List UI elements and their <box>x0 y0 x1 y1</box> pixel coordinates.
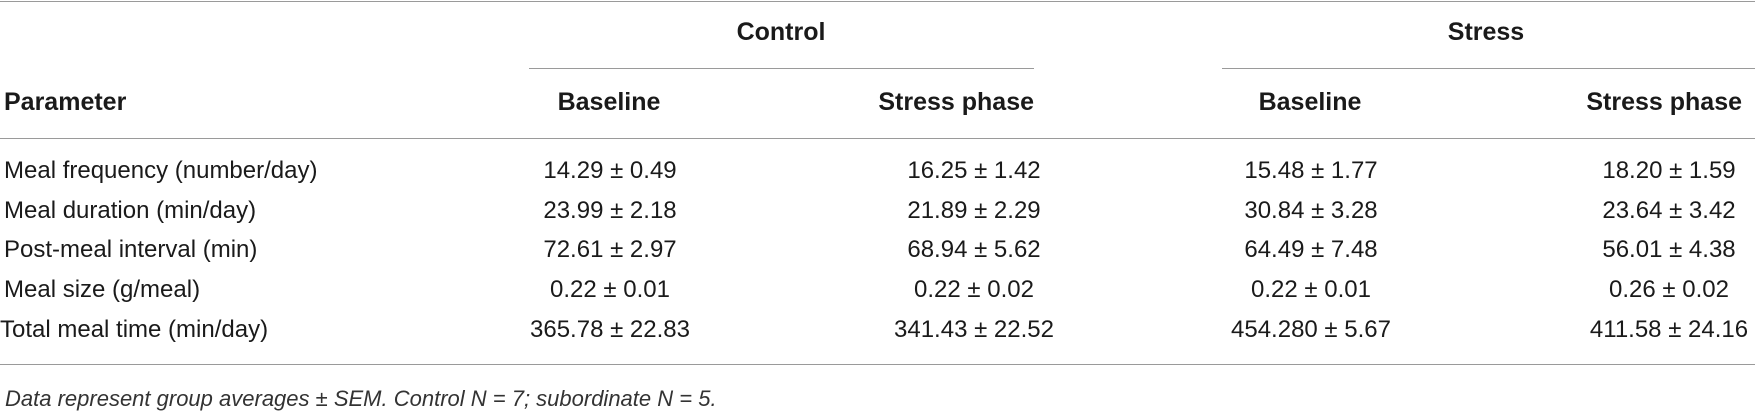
row-2-parameter: Meal duration (min/day) <box>4 197 257 224</box>
row-1-parameter: Meal frequency (number/day) <box>4 157 318 184</box>
row-2-stress-stress-phase: 23.64 ± 3.42 <box>1602 197 1736 224</box>
row-4-stress-baseline: 0.22 ± 0.01 <box>1251 276 1371 303</box>
control-group-rule <box>529 68 1034 69</box>
row-4-parameter: Meal size (g/meal) <box>4 276 201 303</box>
column-header-control-stress-phase: Stress phase <box>878 88 1034 116</box>
group-header-control: Control <box>736 18 826 46</box>
row-3-control-baseline: 72.61 ± 2.97 <box>543 236 677 263</box>
row-5-control-baseline: 365.78 ± 22.83 <box>530 316 690 343</box>
column-header-parameter: Parameter <box>4 88 127 116</box>
row-4-stress-stress-phase: 0.26 ± 0.02 <box>1609 276 1729 303</box>
row-3-stress-stress-phase: 56.01 ± 4.38 <box>1602 236 1736 263</box>
row-1-control-stress-phase: 16.25 ± 1.42 <box>907 157 1041 184</box>
row-4-control-stress-phase: 0.22 ± 0.02 <box>914 276 1034 303</box>
row-4-control-baseline: 0.22 ± 0.01 <box>550 276 670 303</box>
row-2-control-stress-phase: 21.89 ± 2.29 <box>907 197 1041 224</box>
row-3-control-stress-phase: 68.94 ± 5.62 <box>907 236 1041 263</box>
row-3-stress-baseline: 64.49 ± 7.48 <box>1244 236 1378 263</box>
row-5-control-stress-phase: 341.43 ± 22.52 <box>894 316 1054 343</box>
group-header-stress: Stress <box>1447 18 1525 46</box>
row-1-control-baseline: 14.29 ± 0.49 <box>543 157 677 184</box>
row-5-parameter: Total meal time (min/day) <box>0 316 269 343</box>
table-top-rule <box>0 1 1755 2</box>
column-header-control-baseline: Baseline <box>557 88 661 116</box>
row-1-stress-baseline: 15.48 ± 1.77 <box>1244 157 1378 184</box>
row-3-parameter: Post-meal interval (min) <box>4 236 258 263</box>
stress-group-rule <box>1222 68 1755 69</box>
column-header-stress-baseline: Baseline <box>1258 88 1362 116</box>
row-2-stress-baseline: 30.84 ± 3.28 <box>1244 197 1378 224</box>
table-bottom-rule <box>0 364 1755 365</box>
header-bottom-rule <box>0 138 1755 139</box>
table-footnote: Data represent group averages ± SEM. Con… <box>5 386 717 411</box>
row-5-stress-stress-phase: 411.58 ± 24.16 <box>1589 316 1749 343</box>
row-2-control-baseline: 23.99 ± 2.18 <box>543 197 677 224</box>
column-header-stress-stress-phase: Stress phase <box>1586 88 1742 116</box>
row-1-stress-stress-phase: 18.20 ± 1.59 <box>1602 157 1736 184</box>
row-5-stress-baseline: 454.280 ± 5.67 <box>1231 316 1391 343</box>
